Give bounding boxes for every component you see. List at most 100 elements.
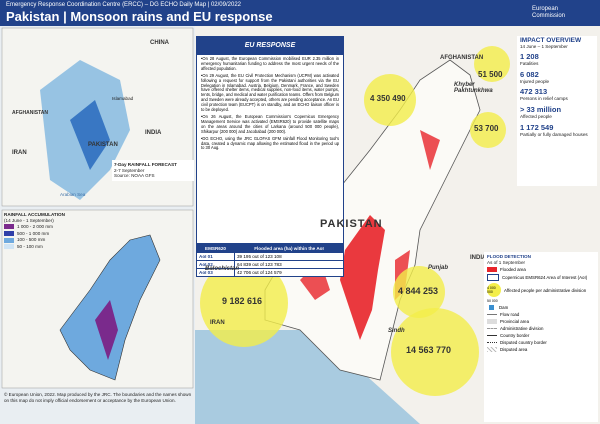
legend-title: RAINFALL ACCUMULATION	[4, 212, 65, 217]
legend-item: Dam	[499, 305, 509, 311]
impact-value: 6 082	[520, 69, 539, 79]
legend-source: Source: NOAA GFS	[114, 173, 155, 179]
forecast-rain	[70, 100, 110, 170]
forecast-legend: 7-Day RAINFALL FORECAST 2-7 September So…	[112, 160, 194, 181]
sea	[195, 330, 420, 424]
cell: 64 839 out of 123 783	[233, 260, 345, 269]
cell: 42 706 out of 124 579	[233, 268, 345, 277]
affected-circle	[200, 259, 288, 347]
legend-item: Flow road	[500, 312, 520, 318]
map-label: CHINA	[150, 40, 169, 46]
legend-item: Affected people per administrative divis…	[504, 287, 587, 293]
impact-title: IMPACT OVERVIEW	[520, 37, 582, 44]
affected-circle	[364, 74, 416, 126]
affected-label: 14 563 770	[406, 345, 452, 355]
paragraph: •DG ECHO, using the JRC GLOFAS GFM rainf…	[201, 135, 339, 151]
impact-item: 1 208 Fatalities	[520, 52, 594, 67]
swatch	[4, 231, 14, 237]
affected-circle	[474, 46, 510, 82]
map-label: IRAN	[12, 150, 27, 156]
table-header: EMSR620	[196, 244, 235, 253]
table-header: Flooded area (ha) within the AoI	[233, 244, 345, 253]
impact-item: > 33 million Affected people	[520, 105, 594, 120]
swatch	[487, 335, 497, 337]
impact-period: 14 June – 1 September	[520, 43, 568, 49]
impact-label: Persons in relief camps	[520, 96, 568, 102]
impact-item: 6 082 Injured people	[520, 70, 594, 85]
map-label: Arabian Sea	[60, 192, 86, 197]
swatch	[487, 328, 497, 330]
affected-circle	[393, 266, 445, 318]
paragraph: •On 26 August, the European Commission's…	[201, 113, 339, 134]
impact-item: 472 313 Persons in relief camps	[520, 87, 594, 102]
legend-item: Country border	[500, 333, 530, 339]
size-symbol: 4 000 000	[487, 283, 501, 298]
legend-period: As of 1 September	[487, 259, 526, 265]
swatch	[487, 347, 497, 353]
map-label: Punjab	[428, 265, 449, 271]
swatch	[487, 274, 499, 282]
impact-label: Fatalities	[520, 61, 539, 67]
map-label: AFGHANISTAN	[12, 110, 49, 116]
legend-item: 50 - 100 mm	[17, 243, 43, 249]
map-legend: FLOOD DETECTION As of 1 September Floode…	[484, 252, 598, 422]
map-label: Balochistan	[205, 266, 240, 272]
legend-item: Provincial area	[500, 319, 530, 325]
impact-label: Partially or fully damaged houses	[520, 131, 588, 137]
impact-value: 1 208	[520, 52, 539, 62]
legend-item: Flooded area	[500, 267, 526, 273]
impact-value: > 33 million	[520, 104, 562, 114]
rainfall-area	[95, 300, 118, 360]
legend-period: (14 June - 1 September)	[4, 217, 54, 223]
rainfall-legend: RAINFALL ACCUMULATION (14 June - 1 Septe…	[4, 212, 74, 251]
flooded-area	[340, 215, 385, 340]
size-symbol: 50 000	[487, 299, 498, 304]
impact-overview: IMPACT OVERVIEW 14 June – 1 September 1 …	[517, 36, 597, 186]
legend-period: 2-7 September	[114, 167, 145, 173]
header: Emergency Response Coordination Centre (…	[0, 0, 600, 26]
map-label: Islamabad	[112, 96, 134, 101]
affected-circle	[470, 112, 506, 148]
map-label: INDIA	[470, 255, 487, 261]
header-title: Pakistan | Monsoon rains and EU response	[6, 9, 273, 24]
legend-title: 7-Day RAINFALL FORECAST	[114, 162, 177, 167]
affected-label: 4 350 490	[370, 94, 406, 103]
swatch	[487, 267, 497, 273]
header-org: Emergency Response Coordination Centre (…	[6, 2, 241, 8]
legend-item: Administrative division	[500, 326, 544, 332]
swatch	[4, 244, 14, 250]
cell: 39 195 out of 123 108	[233, 252, 345, 261]
flooded-area	[300, 130, 440, 300]
swatch	[487, 342, 497, 344]
swatch	[487, 314, 497, 316]
legend-title: FLOOD DETECTION	[487, 254, 531, 259]
swatch	[487, 319, 497, 325]
affected-label: 9 182 616	[222, 296, 263, 306]
legend-item: Disputed country border	[500, 340, 547, 346]
logo: European Commission	[532, 6, 566, 19]
map-label: PAKISTAN	[320, 218, 383, 230]
impact-item: 1 172 549 Partially or fully damaged hous…	[520, 123, 594, 138]
impact-label: Affected people	[520, 113, 552, 119]
legend-item: 1 000 - 2 000 mm	[17, 224, 54, 230]
paragraph: •On 29 August, the EU Civil Protection M…	[201, 72, 339, 113]
impact-value: 1 172 549	[520, 122, 554, 132]
map-label: PAKISTAN	[88, 142, 118, 148]
affected-label: 53 700	[474, 124, 499, 133]
legend-item: Disputed area	[500, 347, 528, 353]
eu-response: EU RESPONSE •On 28 August, the European …	[196, 36, 344, 244]
map-label: IRAN	[210, 320, 225, 326]
map-label: Sindh	[388, 328, 405, 334]
legend-item: Copernicus EMSR624 Area of Interest (AoI…	[502, 275, 588, 281]
impact-label: Injured people	[520, 78, 550, 84]
swatch	[489, 305, 494, 311]
copyright: © European Union, 2022. Map produced by …	[4, 392, 192, 403]
affected-label: 4 844 253	[398, 286, 439, 296]
paragraph: •On 28 August, the European Commission m…	[201, 56, 339, 71]
cell: AoI 01	[196, 252, 235, 261]
map-label: AFGHANISTAN	[440, 55, 484, 61]
legend-item: 500 - 1 000 mm	[17, 230, 50, 236]
affected-circle	[391, 308, 479, 396]
map-label: Khyber Pakhtunkhwa	[454, 82, 493, 94]
